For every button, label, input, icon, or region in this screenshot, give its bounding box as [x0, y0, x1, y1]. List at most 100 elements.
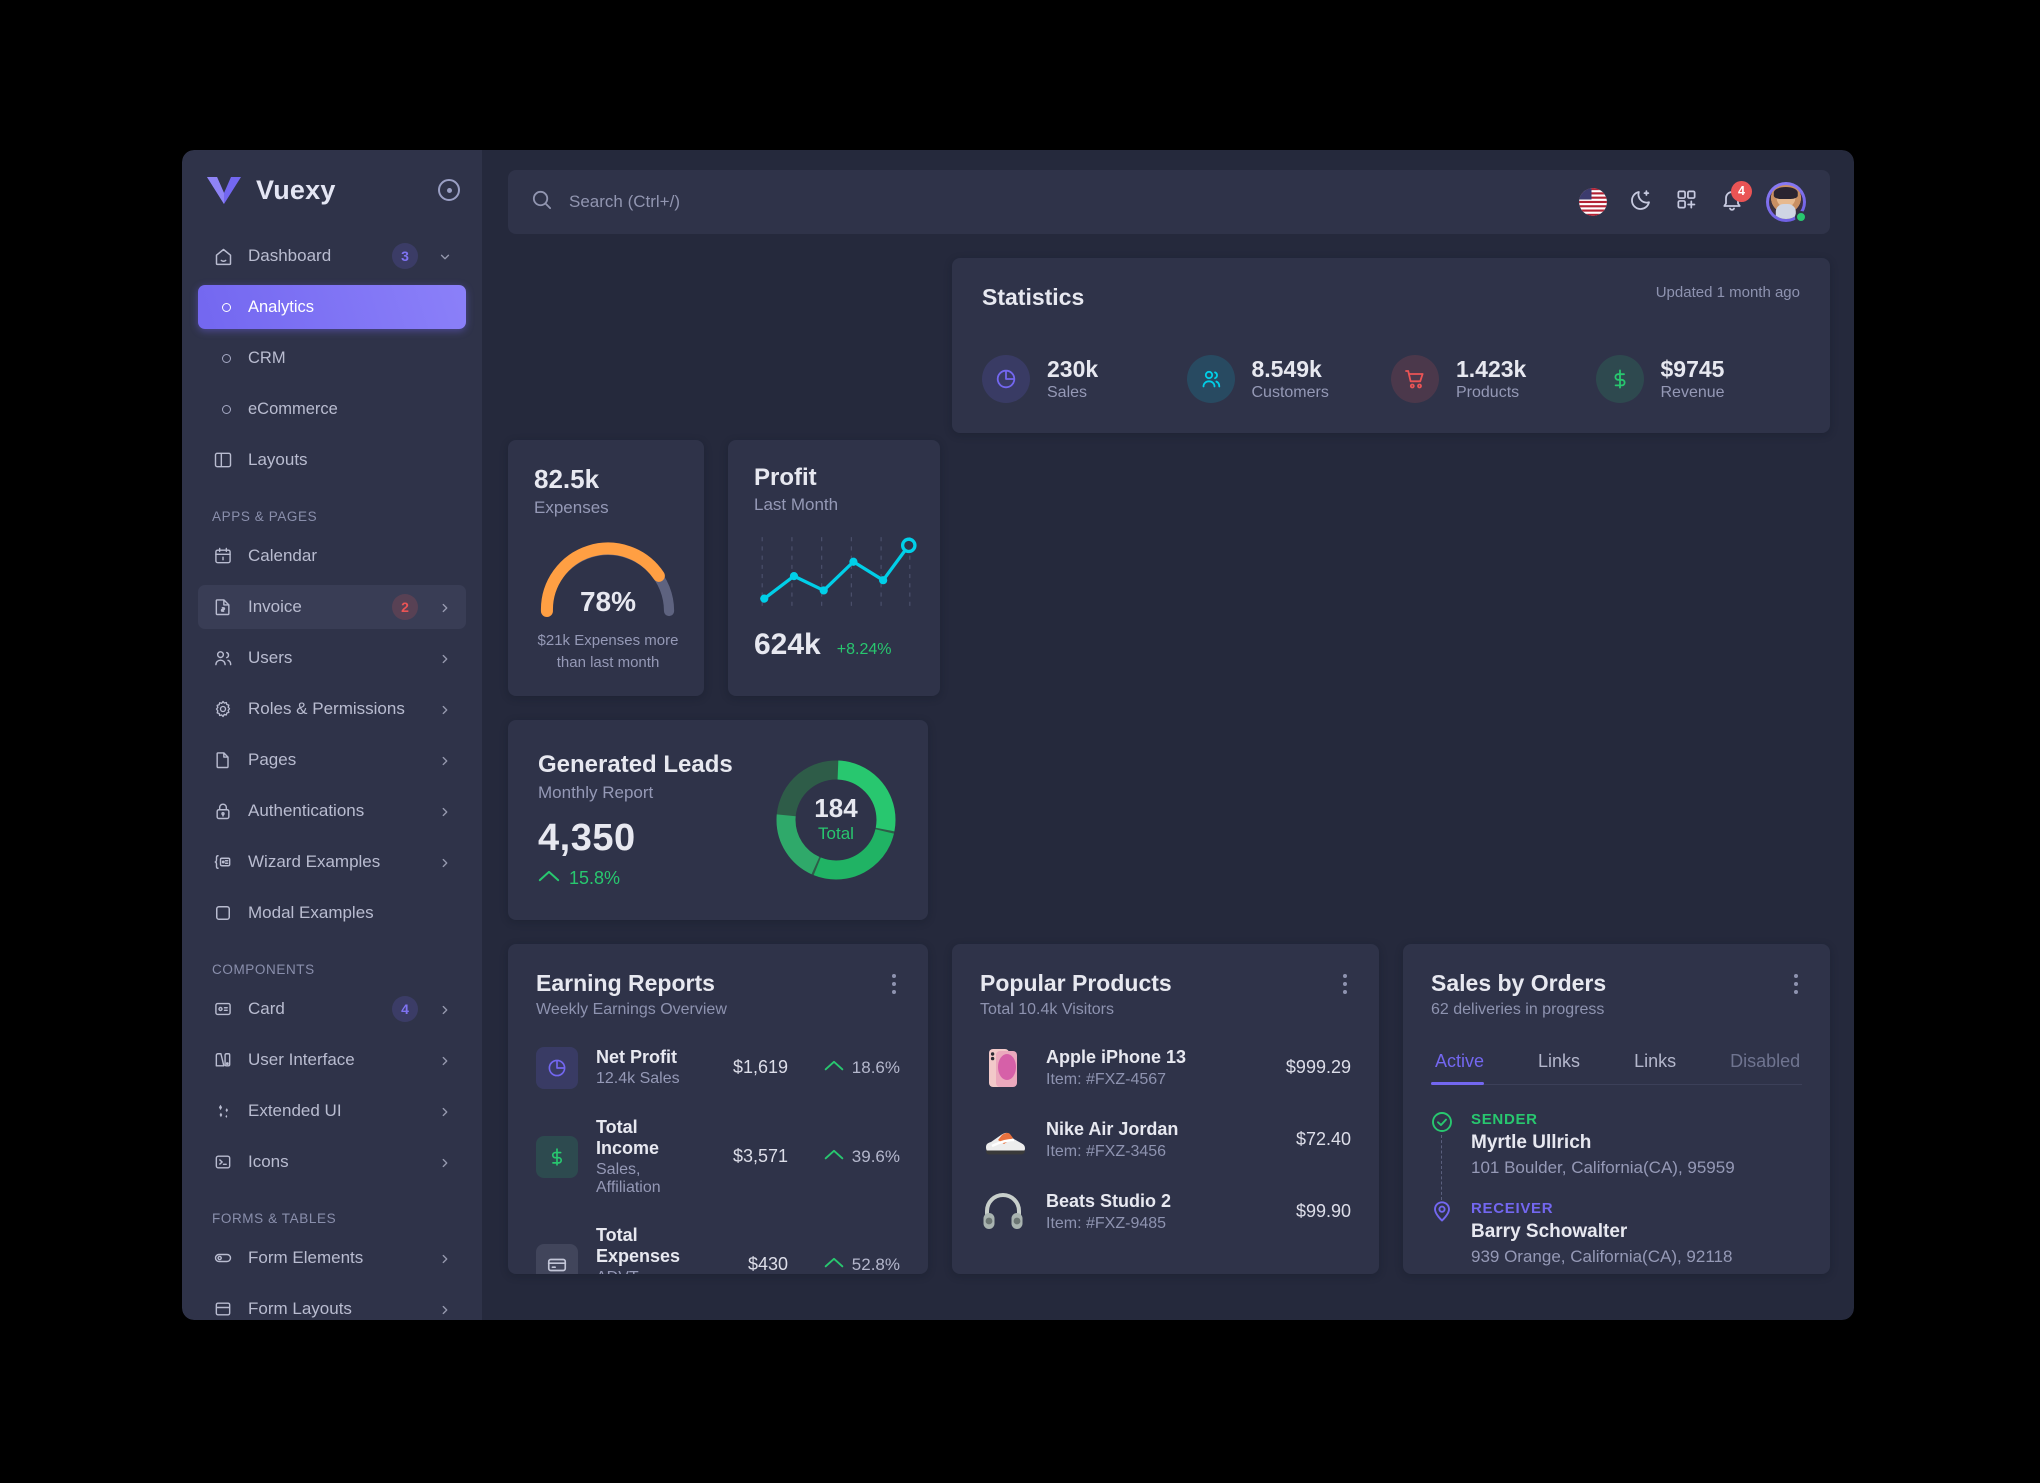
earning-row-meta: 12.4k Sales — [596, 1070, 680, 1087]
bell-icon[interactable]: 4 — [1720, 180, 1752, 217]
tab-active[interactable]: Active — [1431, 1041, 1506, 1085]
chevron-right-icon[interactable] — [438, 1053, 452, 1067]
sidebar-item-label: Invoice — [248, 597, 302, 616]
search-input[interactable]: Search (Ctrl+/) — [530, 188, 1579, 216]
moon-icon[interactable] — [1629, 188, 1653, 217]
card-icon — [212, 998, 234, 1020]
sidebar-item-calendar[interactable]: Calendar — [198, 534, 466, 578]
avatar[interactable] — [1766, 182, 1807, 223]
statistics-header: Statistics Updated 1 month ago — [982, 284, 1800, 311]
chevron-right-icon[interactable] — [438, 1002, 452, 1016]
sidebar-item-extended-ui[interactable]: Extended UI — [198, 1089, 466, 1133]
earning-row-amount: $1,619 — [732, 1057, 788, 1077]
chevron-right-icon[interactable] — [438, 651, 452, 665]
sidebar-item-invoice[interactable]: Invoice 2 — [198, 585, 466, 629]
sidebar-section-apps: APPS & PAGES — [212, 509, 318, 524]
sidebar-item-icons[interactable]: Icons — [198, 1140, 466, 1184]
earning-row-total-income: Total Income Sales, Affiliation $3,571 3… — [536, 1117, 900, 1197]
profit-card: Profit Last Month — [728, 440, 940, 696]
credit-card-icon — [536, 1243, 578, 1274]
statistics-title: Statistics — [982, 284, 1085, 310]
sidebar-item-analytics[interactable]: Analytics — [198, 285, 466, 329]
kebab-menu-icon[interactable] — [1339, 970, 1351, 998]
sidebar-item-label: User Interface — [248, 1050, 355, 1069]
sidebar-item-label: Authentications — [248, 801, 365, 820]
sidebar-item-layouts[interactable]: Layouts — [198, 438, 466, 482]
generated-leads-subtitle: Monthly Report — [538, 782, 654, 802]
expenses-note: $21k Expenses more than last month — [537, 632, 679, 671]
us-flag-icon[interactable] — [1579, 188, 1607, 216]
sidebar-item-crm[interactable]: CRM — [198, 336, 466, 380]
trend-up-icon — [538, 868, 560, 889]
tab-links-2[interactable]: Links — [1634, 1050, 1677, 1071]
sidebar-item-pages[interactable]: Pages — [198, 738, 466, 782]
sidebar-item-users[interactable]: Users — [198, 636, 466, 680]
sidebar-item-label: Form Elements — [248, 1248, 364, 1267]
trend-up-icon — [824, 1058, 844, 1078]
tab-links-1[interactable]: Links — [1538, 1050, 1581, 1071]
chevron-right-icon[interactable] — [438, 1251, 452, 1265]
top-navbar: Search (Ctrl+/) — [508, 170, 1830, 234]
timeline-address: 939 Orange, California(CA), 92118 — [1471, 1246, 1733, 1266]
expenses-percent: 78% — [579, 586, 637, 617]
stat-sales: 230k Sales — [982, 355, 1187, 403]
sidebar-item-form-elements[interactable]: Form Elements — [198, 1236, 466, 1280]
earning-row-trend: 39.6% — [806, 1147, 900, 1167]
sales-by-orders-title: Sales by Orders — [1431, 969, 1607, 996]
chevron-right-icon[interactable] — [438, 753, 452, 767]
kebab-menu-icon[interactable] — [1790, 970, 1802, 998]
sidebar-item-label: Analytics — [248, 297, 315, 316]
statistics-updated: Updated 1 month ago — [1655, 284, 1800, 301]
sidebar-item-user-interface[interactable]: User Interface — [198, 1038, 466, 1082]
lock-icon — [212, 800, 234, 822]
sidebar-item-authentications[interactable]: Authentications — [198, 789, 466, 833]
sidebar-item-card[interactable]: Card 4 — [198, 987, 466, 1031]
expenses-gauge: 78% — [534, 528, 682, 620]
sidebar-item-dashboard[interactable]: Dashboard 3 — [198, 234, 466, 278]
chevron-right-icon[interactable] — [438, 1302, 452, 1316]
product-name: Beats Studio 2 — [1046, 1190, 1172, 1211]
sidebar-item-form-layouts[interactable]: Form Layouts — [198, 1287, 466, 1320]
chevron-right-icon[interactable] — [438, 702, 452, 716]
generated-leads-card: Generated Leads Monthly Report 4,350 15.… — [508, 719, 928, 920]
sidebar-item-roles-permissions[interactable]: Roles & Permissions — [198, 687, 466, 731]
wizard-icon — [212, 851, 234, 873]
sidebar-item-modal-examples[interactable]: Modal Examples — [198, 891, 466, 935]
profit-title: Profit — [754, 464, 817, 491]
popular-products-header: Popular Products Total 10.4k Visitors — [980, 970, 1351, 1019]
earning-row-pct: 18.6% — [851, 1057, 900, 1077]
right-column: Statistics Updated 1 month ago 230k Sal — [952, 258, 1830, 920]
search-placeholder: Search (Ctrl+/) — [569, 192, 680, 211]
sidebar-section-components: COMPONENTS — [212, 962, 315, 977]
sidebar-badge: 2 — [392, 594, 418, 620]
sidebar-section-forms: FORMS & TABLES — [212, 1211, 337, 1226]
chevron-right-icon[interactable] — [438, 600, 452, 614]
generated-leads-title: Generated Leads — [538, 750, 733, 778]
pin-circle-icon[interactable] — [438, 179, 460, 201]
stat-revenue: $9745 Revenue — [1595, 355, 1801, 403]
gear-icon — [212, 698, 234, 720]
sidebar-item-ecommerce[interactable]: eCommerce — [198, 387, 466, 431]
sidebar-badge: 4 — [392, 996, 418, 1022]
chevron-down-icon[interactable] — [438, 249, 452, 263]
pie-chart-icon — [982, 355, 1030, 403]
chevron-right-icon[interactable] — [438, 1104, 452, 1118]
tab-disabled: Disabled — [1730, 1050, 1801, 1071]
expenses-card: 82.5k Expenses 78% $21k Expenses more th… — [508, 440, 704, 696]
stat-value: 1.423k — [1456, 355, 1527, 382]
chevron-right-icon[interactable] — [438, 804, 452, 818]
expenses-label: Expenses — [534, 498, 609, 517]
kebab-menu-icon[interactable] — [888, 970, 900, 998]
sidebar-item-label: Wizard Examples — [248, 852, 381, 871]
home-icon — [212, 245, 234, 267]
extended-ui-icon — [212, 1100, 234, 1122]
grid-add-icon[interactable] — [1675, 188, 1698, 216]
sidebar-item-label: CRM — [248, 348, 286, 367]
sidebar-item-label: Calendar — [248, 546, 317, 565]
dashboard-grid: 82.5k Expenses 78% $21k Expenses more th… — [508, 258, 1830, 920]
chevron-right-icon[interactable] — [438, 855, 452, 869]
sidebar-item-wizard-examples[interactable]: Wizard Examples — [198, 840, 466, 884]
sidebar-item-label: Dashboard — [248, 246, 332, 265]
chevron-right-icon[interactable] — [438, 1155, 452, 1169]
